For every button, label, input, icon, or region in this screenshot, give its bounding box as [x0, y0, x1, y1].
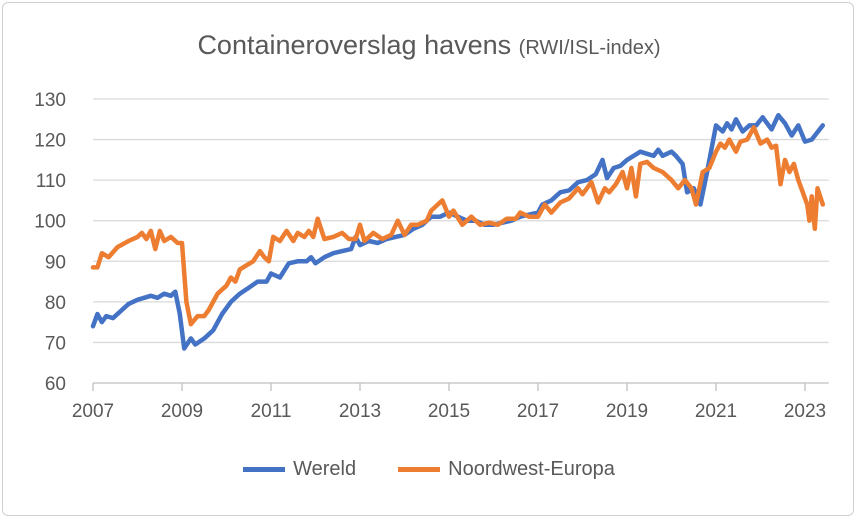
x-tick-label: 2017 — [517, 401, 559, 422]
legend-item-noordwest-europa: Noordwest-Europa — [398, 458, 615, 481]
y-tick-label: 60 — [45, 374, 66, 395]
x-tick-label: 2007 — [72, 401, 114, 422]
y-tick-label: 80 — [45, 293, 66, 314]
legend-swatch-noordwest-europa — [398, 467, 441, 472]
legend: Wereld Noordwest-Europa — [0, 458, 858, 481]
x-tick-label: 2023 — [784, 401, 826, 422]
y-tick-label: 130 — [34, 90, 66, 111]
x-tick-label: 2015 — [428, 401, 470, 422]
chart-subtitle: (RWI/ISL-index) — [518, 37, 661, 59]
x-tick-label: 2009 — [161, 401, 203, 422]
chart-title-main: Containeroverslag havens — [197, 30, 512, 60]
x-tick-label: 2011 — [251, 401, 292, 422]
y-tick-label: 90 — [45, 252, 66, 273]
x-tick-label: 2013 — [339, 401, 381, 422]
legend-label-noordwest-europa: Noordwest-Europa — [448, 458, 615, 480]
y-tick-label: 100 — [34, 212, 66, 233]
legend-item-wereld: Wereld — [243, 458, 356, 481]
series-line-wereld — [90, 112, 826, 351]
y-tick-label: 70 — [45, 333, 66, 354]
series-line-noordwest-europa — [90, 125, 826, 327]
chart-title: Containeroverslag havens (RWI/ISL-index) — [0, 30, 858, 61]
legend-label-wereld: Wereld — [293, 458, 357, 480]
y-tick-label: 120 — [34, 131, 66, 152]
legend-swatch-wereld — [243, 467, 286, 472]
y-tick-label: 110 — [36, 171, 66, 192]
x-tick-label: 2021 — [695, 401, 737, 422]
x-tick-label: 2019 — [606, 401, 648, 422]
